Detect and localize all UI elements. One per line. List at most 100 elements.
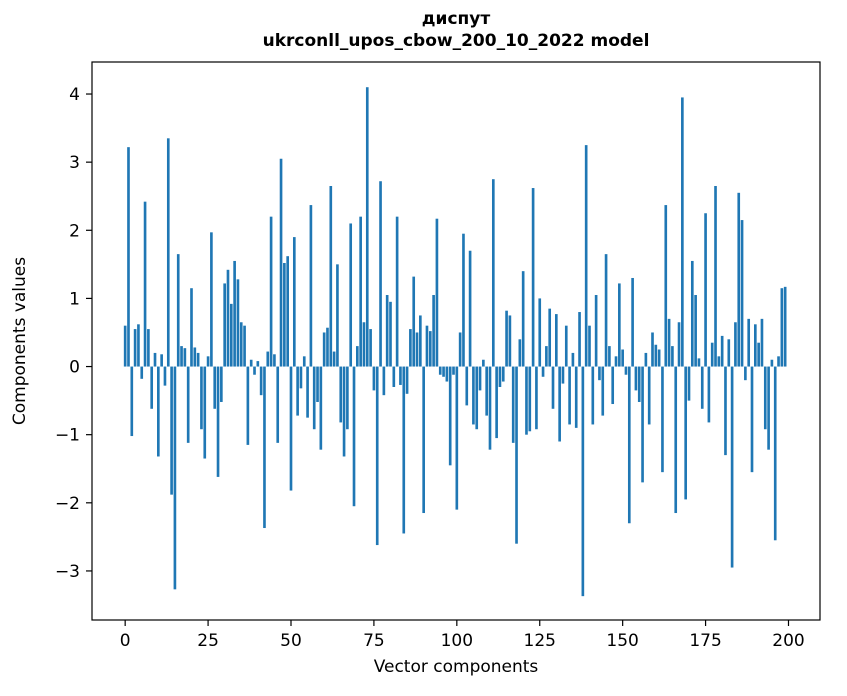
bar <box>326 327 329 367</box>
bar <box>508 315 512 367</box>
bar <box>342 366 346 457</box>
bars-group <box>123 87 787 597</box>
x-tick-label: 25 <box>197 631 219 651</box>
y-tick-label: 2 <box>69 221 80 241</box>
bar <box>747 318 751 367</box>
bar <box>176 254 180 367</box>
bar <box>631 277 634 367</box>
bar <box>694 295 697 367</box>
bar <box>428 331 432 367</box>
bar <box>163 366 167 386</box>
y-tick-label: −3 <box>55 562 80 582</box>
bar <box>299 366 303 389</box>
bar <box>511 366 515 443</box>
bar <box>455 366 459 510</box>
x-tick-label: 125 <box>524 631 556 651</box>
bar <box>289 366 293 491</box>
bar <box>296 366 299 416</box>
bar <box>690 260 694 367</box>
bar <box>306 366 309 418</box>
bar <box>485 366 488 416</box>
bar <box>336 264 339 367</box>
bar <box>206 356 210 367</box>
bar <box>458 332 462 367</box>
bar <box>249 359 253 367</box>
bar <box>210 232 213 367</box>
bar <box>442 366 445 377</box>
bar <box>346 366 349 430</box>
bar <box>226 269 230 367</box>
bar <box>365 87 369 367</box>
bar <box>538 298 542 367</box>
bar <box>770 359 774 367</box>
bar <box>140 366 144 379</box>
bar <box>256 361 260 367</box>
bar <box>452 366 455 375</box>
bar <box>193 347 197 367</box>
bar <box>604 254 608 367</box>
bar <box>488 366 492 450</box>
bar <box>700 366 704 409</box>
bar <box>229 303 233 367</box>
bar <box>498 366 502 387</box>
bar <box>329 186 333 367</box>
bar <box>196 352 200 367</box>
bar <box>505 310 508 367</box>
bar <box>674 366 678 514</box>
x-tick-label: 0 <box>120 631 131 651</box>
bar <box>160 354 163 367</box>
bar <box>220 366 223 402</box>
bar <box>568 366 571 425</box>
bar <box>564 325 568 367</box>
y-tick-label: 0 <box>69 358 80 378</box>
bar <box>518 339 522 367</box>
bar <box>707 366 711 423</box>
bar <box>757 342 760 367</box>
bar <box>584 145 588 367</box>
bar <box>478 366 482 391</box>
bar <box>382 366 386 396</box>
bar <box>472 366 475 425</box>
bar <box>372 366 376 391</box>
bar <box>239 322 243 367</box>
bar <box>634 366 638 391</box>
bar <box>465 366 469 406</box>
bar <box>671 346 674 367</box>
bar <box>269 216 273 367</box>
bar <box>601 366 605 416</box>
bar <box>641 366 644 483</box>
bar <box>157 366 160 457</box>
x-tick-label: 50 <box>280 631 302 651</box>
bar <box>687 366 691 401</box>
bar <box>780 288 784 367</box>
bar <box>495 366 498 439</box>
bar <box>143 201 147 367</box>
chart-title: диспут <box>422 9 491 29</box>
bar <box>405 366 409 394</box>
bar <box>173 366 177 590</box>
bar <box>349 223 353 367</box>
bar <box>302 356 306 367</box>
bar <box>737 192 741 367</box>
bar <box>581 366 585 597</box>
bar <box>614 356 618 367</box>
bar <box>253 366 256 375</box>
bar <box>312 366 316 430</box>
bar <box>740 220 744 367</box>
bar <box>292 237 296 367</box>
y-tick-label: 1 <box>69 289 80 309</box>
bar <box>170 366 173 495</box>
bar <box>664 205 668 367</box>
bar <box>166 138 170 367</box>
bar <box>551 366 555 409</box>
bar <box>541 366 545 377</box>
bar <box>150 366 154 409</box>
bar <box>627 366 631 524</box>
bar <box>545 346 548 367</box>
bar <box>448 366 452 466</box>
bar <box>392 366 396 387</box>
bar <box>190 288 193 367</box>
bar <box>435 218 439 367</box>
bar <box>531 188 535 367</box>
bar <box>555 314 558 367</box>
